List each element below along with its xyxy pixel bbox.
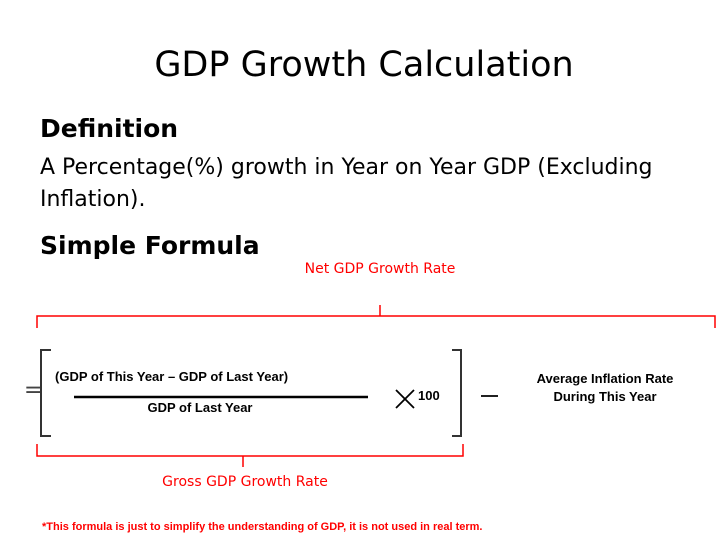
net-growth-label: Net GDP Growth Rate [304, 261, 456, 277]
multiply-icon [395, 389, 415, 409]
inflation-label-line2: During This Year [553, 389, 657, 404]
square-brackets [40, 349, 462, 437]
equals-sign: = [24, 378, 43, 403]
fraction-denominator: GDP of Last Year [147, 400, 253, 415]
gross-bracket [36, 444, 464, 467]
inflation-label-line1: Average Inflation Rate [536, 371, 674, 386]
net-bracket [36, 305, 716, 328]
gross-growth-label: Gross GDP Growth Rate [162, 474, 328, 490]
slide-title: GDP Growth Calculation [154, 45, 574, 85]
footnote: *This formula is just to simplify the un… [42, 521, 483, 533]
formula-heading: Simple Formula [40, 231, 260, 260]
fraction-numerator: (GDP of This Year – GDP of Last Year) [55, 369, 289, 384]
definition-heading: Definition [40, 114, 179, 143]
definition-text: A Percentage(%) growth in Year on Year G… [40, 155, 653, 212]
multiplier-value: 100 [418, 388, 440, 403]
